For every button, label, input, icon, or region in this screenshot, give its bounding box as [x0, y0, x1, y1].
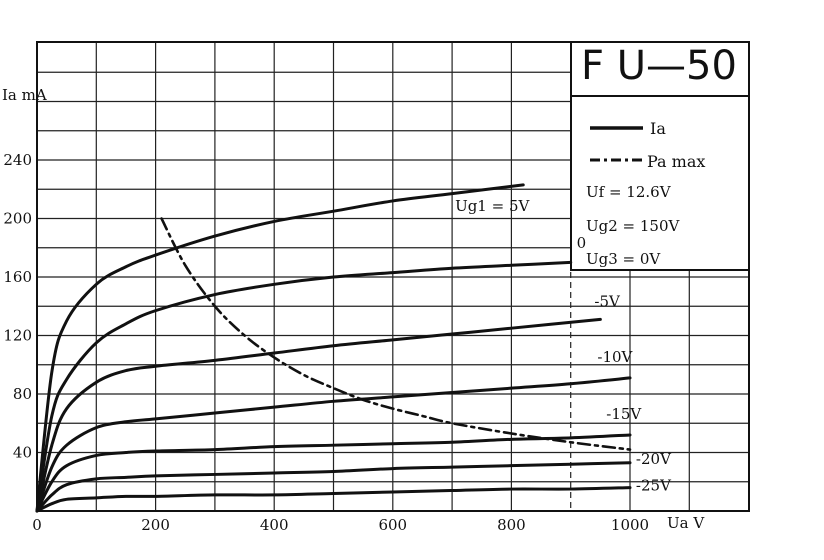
x-tick-label: 1000	[611, 516, 649, 534]
x-axis-ticks: 0 200 400 600 800 1000	[32, 516, 649, 534]
title-legend-box	[570, 41, 750, 271]
x-tick-label: 0	[32, 516, 42, 534]
ia-curve	[35, 486, 632, 513]
plot-frame	[36, 41, 750, 512]
ia-curve	[35, 376, 632, 513]
chart-title: F U—50	[581, 43, 737, 89]
pamax-curve	[160, 217, 632, 451]
curves	[35, 183, 632, 513]
ia-curve	[35, 260, 573, 513]
y-tick-label: 120	[3, 327, 32, 345]
ia-curve	[35, 183, 525, 513]
y-axis-ticks: 40 80 120 160 200 240	[3, 151, 32, 462]
curve-labels: Ug1 = 5V 0 -5V -10V -15V -20V -25V	[455, 197, 672, 494]
curve-label: -10V	[597, 348, 633, 366]
legend-label-ia: Ia	[650, 119, 666, 138]
y-tick-label: 200	[3, 210, 32, 228]
x-tick-label: 800	[497, 516, 526, 534]
ia-curve	[35, 461, 632, 513]
param-uf: Uf = 12.6V	[586, 183, 672, 201]
ia-curve	[35, 433, 632, 513]
y-tick-label: 80	[13, 385, 32, 403]
curve-label: -15V	[606, 405, 642, 423]
y-tick-label: 160	[3, 268, 32, 286]
x-tick-label: 200	[141, 516, 170, 534]
param-ug3: Ug3 = 0V	[586, 250, 661, 268]
curve-label: -20V	[636, 450, 672, 468]
y-tick-label: 240	[3, 151, 32, 169]
curve-label: 0	[577, 234, 587, 252]
legend-label-pamax: Pa max	[647, 152, 705, 171]
x-axis-label: Ua V	[667, 514, 705, 532]
curve-label: -5V	[594, 292, 621, 310]
curve-label: -25V	[636, 477, 672, 495]
curve-label: Ug1 = 5V	[455, 197, 530, 215]
y-axis-label: Ia mA	[2, 86, 47, 104]
x-tick-label: 600	[378, 516, 407, 534]
ia-curve	[35, 317, 602, 513]
param-ug2: Ug2 = 150V	[586, 217, 681, 235]
y-tick-label: 40	[13, 444, 32, 462]
x-tick-label: 400	[260, 516, 289, 534]
